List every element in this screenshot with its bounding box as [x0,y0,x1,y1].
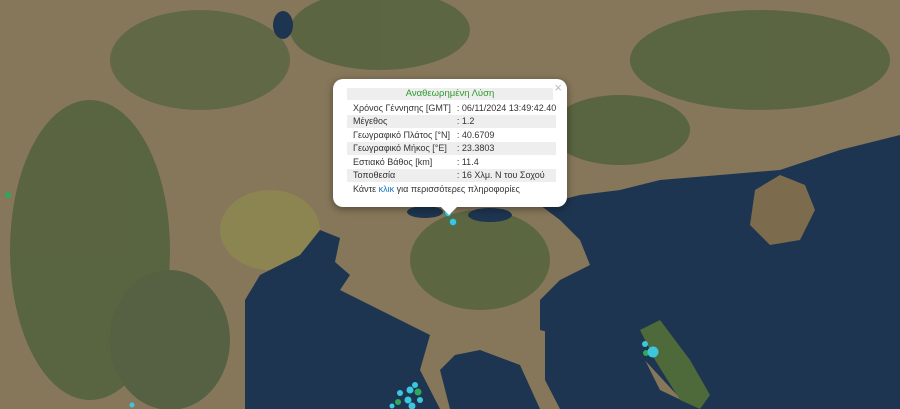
earthquake-marker[interactable] [408,402,416,409]
thasos-island [750,175,815,245]
more-suffix: για περισσότερες πληροφορίες [394,184,520,194]
earthquake-marker[interactable] [5,192,11,198]
earthquake-marker[interactable] [129,402,135,408]
row-label: Χρόνος Γέννησης [GMT] [353,102,451,113]
earthquake-marker[interactable] [414,388,422,396]
earthquake-marker[interactable] [643,350,649,356]
row-value: : 16 Χλμ. Ν του Σοχού [450,168,557,182]
earthquake-marker[interactable] [412,382,418,388]
earthquake-details-table: Χρόνος Γέννησης [GMT] : 06/11/2024 13:49:… [347,101,557,182]
terrain [10,0,890,409]
row-label: Γεωγραφικό Πλάτος [°N] [353,129,450,140]
table-row: Εστιακό Βάθος [km] : 11.4 [347,155,556,169]
row-value: : 40.6709 [456,129,495,140]
row-label: Εστιακό Βάθος [km] [353,156,433,167]
popup-title: Αναθεωρημένη Λύση [347,88,553,100]
earthquake-marker[interactable] [642,341,648,347]
row-value: : 11.4 [456,156,479,167]
earthquake-marker[interactable] [397,390,403,396]
table-row: Χρόνος Γέννησης [GMT] : 06/11/2024 13:49:… [347,101,556,115]
earthquake-popup: × Αναθεωρημένη Λύση Χρόνος Γέννησης [GMT… [333,79,567,215]
earthquake-marker[interactable] [406,386,414,394]
row-label: Μέγεθος [347,114,451,128]
table-row: Μέγεθος: 1.2 [347,114,557,128]
earthquake-marker[interactable] [647,346,659,358]
table-row: Γεωγραφικό Πλάτος [°N] : 40.6709 [347,128,556,142]
more-info-text: Κάντε κλικ για περισσότερες πληροφορίες [353,184,520,194]
earthquake-marker[interactable] [404,396,412,404]
table-row: Τοποθεσία: 16 Χλμ. Ν του Σοχού [347,168,557,182]
row-label: Τοποθεσία [347,168,451,182]
row-value: : 1.2 [450,114,557,128]
row-label: Γεωγραφικό Μήκος [°E] [347,141,451,155]
earthquake-marker[interactable] [395,399,401,405]
table-row: Γεωγραφικό Μήκος [°E]: 23.3803 [347,141,557,155]
earthquake-marker[interactable] [389,403,395,409]
earthquake-marker[interactable] [417,397,423,403]
more-prefix: Κάντε [353,184,379,194]
row-value: : 23.3803 [450,141,557,155]
athos-peninsula [640,320,710,409]
earthquake-marker[interactable] [449,218,457,226]
row-value: : 06/11/2024 13:49:42.40 [456,102,557,113]
close-icon[interactable]: × [554,80,562,95]
more-info-link[interactable]: κλικ [378,184,395,194]
